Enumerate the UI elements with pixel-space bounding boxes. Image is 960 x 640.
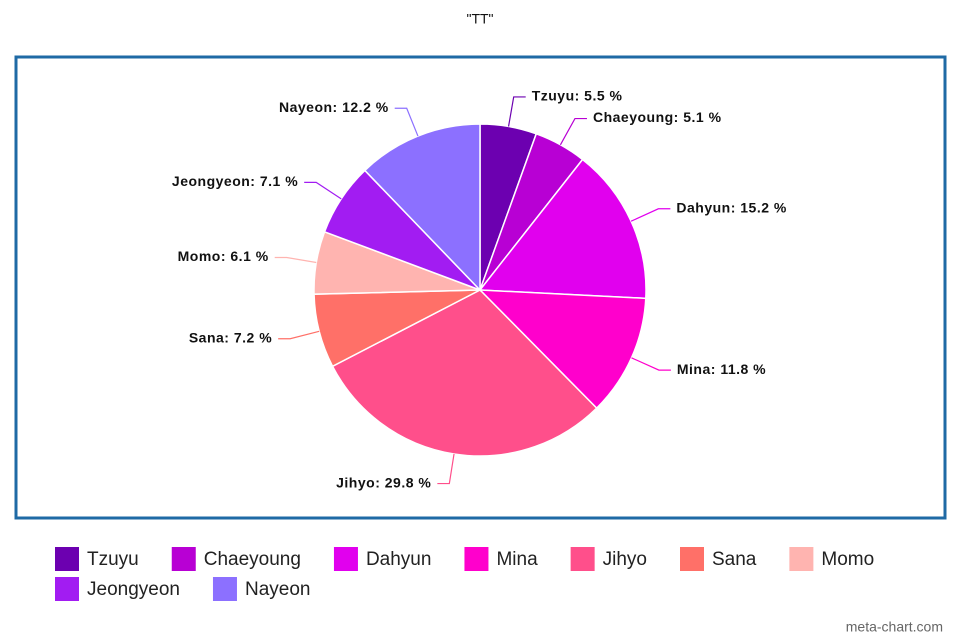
legend-swatch bbox=[55, 547, 79, 571]
legend-swatch bbox=[570, 547, 595, 571]
slice-label: Chaeyoung: 5.1 % bbox=[593, 109, 722, 125]
legend-swatch bbox=[55, 577, 79, 601]
slice-label: Dahyun: 15.2 % bbox=[676, 199, 787, 215]
leader-line bbox=[559, 117, 587, 146]
slice-label: Mina: 11.8 % bbox=[677, 361, 766, 377]
leader-line bbox=[631, 357, 671, 371]
legend-label: Tzuyu bbox=[87, 549, 139, 570]
chart-title: "TT" bbox=[466, 11, 493, 27]
slice-label: Jeongyeon: 7.1 % bbox=[172, 173, 298, 189]
plot-frame bbox=[14, 55, 947, 520]
pie-slice bbox=[363, 123, 481, 292]
legend-label: Jeongyeon bbox=[87, 579, 180, 600]
pie-slice bbox=[478, 158, 647, 300]
legend-label: Jihyo bbox=[603, 549, 647, 570]
legend-label: Sana bbox=[712, 549, 757, 570]
leader-line bbox=[394, 107, 419, 137]
legend-swatch bbox=[171, 547, 196, 571]
legend-label: Nayeon bbox=[245, 579, 311, 600]
legend-swatch bbox=[212, 577, 237, 601]
legend-label: Chaeyoung bbox=[204, 549, 301, 570]
slice-label: Nayeon: 12.2 % bbox=[279, 99, 389, 115]
pie-slice bbox=[478, 289, 647, 410]
leader-line bbox=[304, 181, 342, 200]
slice-label: Momo: 6.1 % bbox=[178, 248, 269, 264]
leader-line bbox=[278, 330, 320, 340]
legend-swatch bbox=[680, 547, 704, 571]
slice-label: Tzuyu: 5.5 % bbox=[532, 88, 623, 104]
legend-label: Dahyun bbox=[366, 549, 432, 570]
source-credit: meta-chart.com bbox=[846, 619, 943, 635]
legend-swatch bbox=[333, 547, 358, 571]
slice-label: Jihyo: 29.8 % bbox=[336, 474, 431, 490]
leader-line bbox=[507, 96, 526, 127]
leader-line bbox=[630, 208, 671, 222]
legend-swatch bbox=[789, 547, 814, 571]
leader-line bbox=[437, 453, 455, 485]
leader-line bbox=[274, 256, 317, 264]
slice-label: Sana: 7.2 % bbox=[189, 329, 272, 345]
pie-slice bbox=[331, 289, 598, 457]
legend-label: Momo bbox=[821, 549, 874, 570]
legend-label: Mina bbox=[496, 549, 538, 570]
legend-swatch bbox=[464, 547, 489, 571]
